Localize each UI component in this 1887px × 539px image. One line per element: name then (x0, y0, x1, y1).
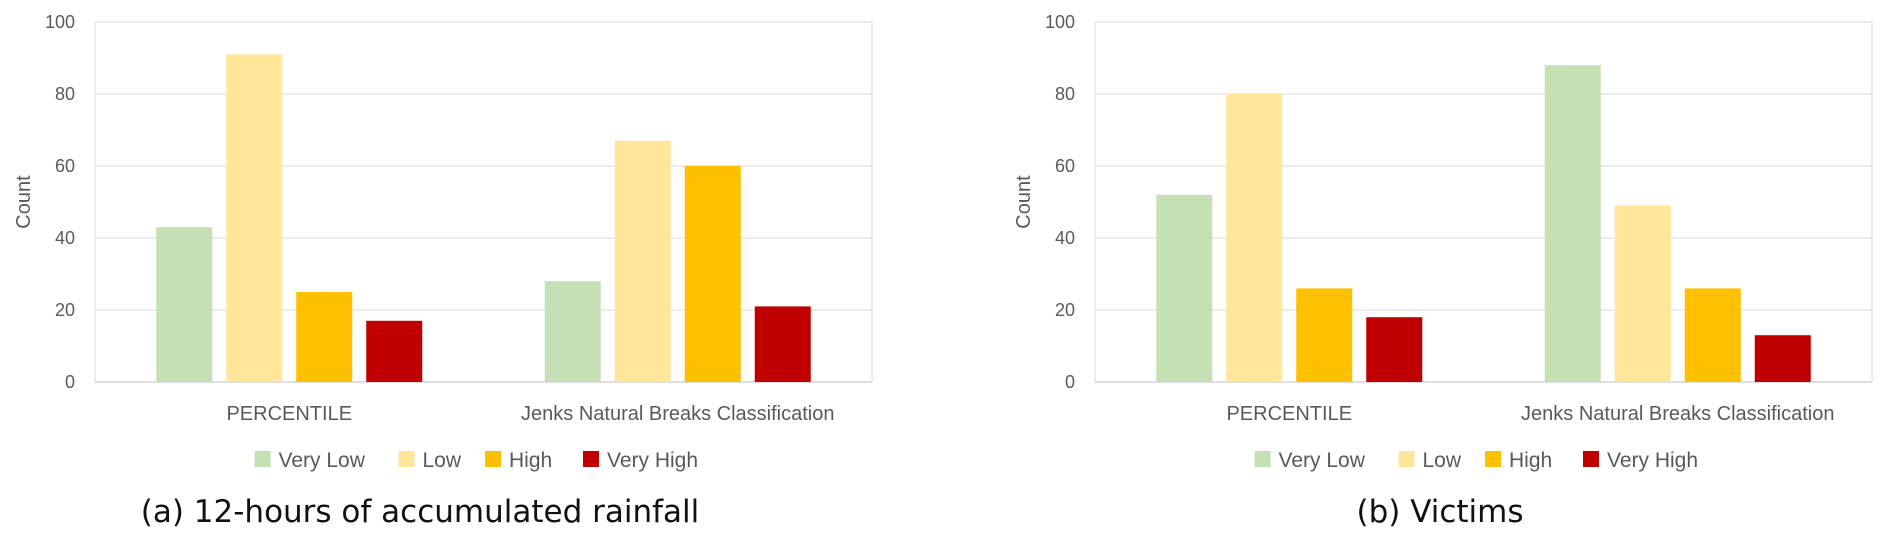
y-tick-label: 20 (55, 300, 75, 320)
legend: Very Low Low High Very High (1254, 449, 1698, 472)
legend-label: Low (1423, 449, 1462, 472)
bar-very-high-1 (1754, 335, 1811, 382)
legend-swatch (485, 451, 501, 467)
legend-swatch (398, 451, 415, 467)
y-axis-title: Count (1013, 175, 1035, 229)
legend-label: High (509, 449, 552, 472)
category-label: Jenks Natural Breaks Classification (521, 403, 834, 425)
chart-b-svg: 0 20 40 60 80 100 Count PERCENTILE Jenks Natural… (1013, 12, 1873, 472)
category-label: PERCENTILE (226, 403, 352, 425)
chart-a: 0 20 40 60 80 100 Count PERCENTILE Jenks Natural… (0, 0, 900, 490)
chart-a-svg: 0 20 40 60 80 100 Count PERCENTILE Jenks Natural… (13, 12, 873, 472)
legend-swatch (1583, 451, 1599, 467)
bar-low-0 (1226, 94, 1283, 382)
legend-swatch (1485, 451, 1501, 467)
y-tick-label: 60 (1055, 156, 1075, 176)
legend-label: Very High (1607, 449, 1698, 472)
y-tick-label: 40 (1055, 228, 1075, 248)
y-tick-label: 100 (1045, 12, 1075, 32)
legend: Very Low Low High Very High (254, 449, 698, 472)
y-tick-label: 100 (45, 12, 75, 32)
bar-low-1 (614, 140, 671, 382)
bar-very-high-0 (366, 320, 423, 382)
bar-very-high-1 (754, 306, 811, 382)
y-tick-label: 20 (1055, 300, 1075, 320)
legend-label: Very Low (279, 449, 366, 472)
category-label: PERCENTILE (1226, 403, 1352, 425)
bar-very-low-0 (1156, 194, 1213, 382)
legend-label: Very High (607, 449, 698, 472)
bar-high-0 (1296, 288, 1353, 382)
bar-very-high-0 (1366, 317, 1423, 382)
bar-high-0 (296, 292, 353, 382)
y-tick-label: 60 (55, 156, 75, 176)
legend-label: High (1509, 449, 1552, 472)
y-tick-label: 80 (1055, 84, 1075, 104)
bar-low-1 (1614, 205, 1671, 382)
bar-very-low-0 (156, 227, 213, 382)
legend-label: Very Low (1279, 449, 1366, 472)
legend-swatch (254, 451, 271, 467)
legend-label: Low (423, 449, 462, 472)
category-label: Jenks Natural Breaks Classification (1521, 403, 1834, 425)
y-tick-label: 0 (65, 372, 75, 392)
bar-high-1 (1684, 288, 1741, 382)
chart-b: 0 20 40 60 80 100 Count PERCENTILE Jenks Natural… (1000, 0, 1887, 490)
y-tick-label: 80 (55, 84, 75, 104)
legend-swatch (1254, 451, 1271, 467)
y-axis-title: Count (13, 175, 35, 229)
bar-low-0 (226, 54, 283, 383)
y-tick-label: 40 (55, 228, 75, 248)
caption-b: (b) Victims (1356, 494, 1524, 530)
bar-very-low-1 (1544, 65, 1601, 382)
y-tick-label: 0 (1065, 372, 1075, 392)
legend-swatch (1398, 451, 1415, 467)
bar-high-1 (684, 166, 741, 382)
legend-swatch (583, 451, 599, 467)
bar-very-low-1 (544, 281, 601, 382)
caption-a: (a) 12-hours of accumulated rainfall (140, 494, 700, 530)
